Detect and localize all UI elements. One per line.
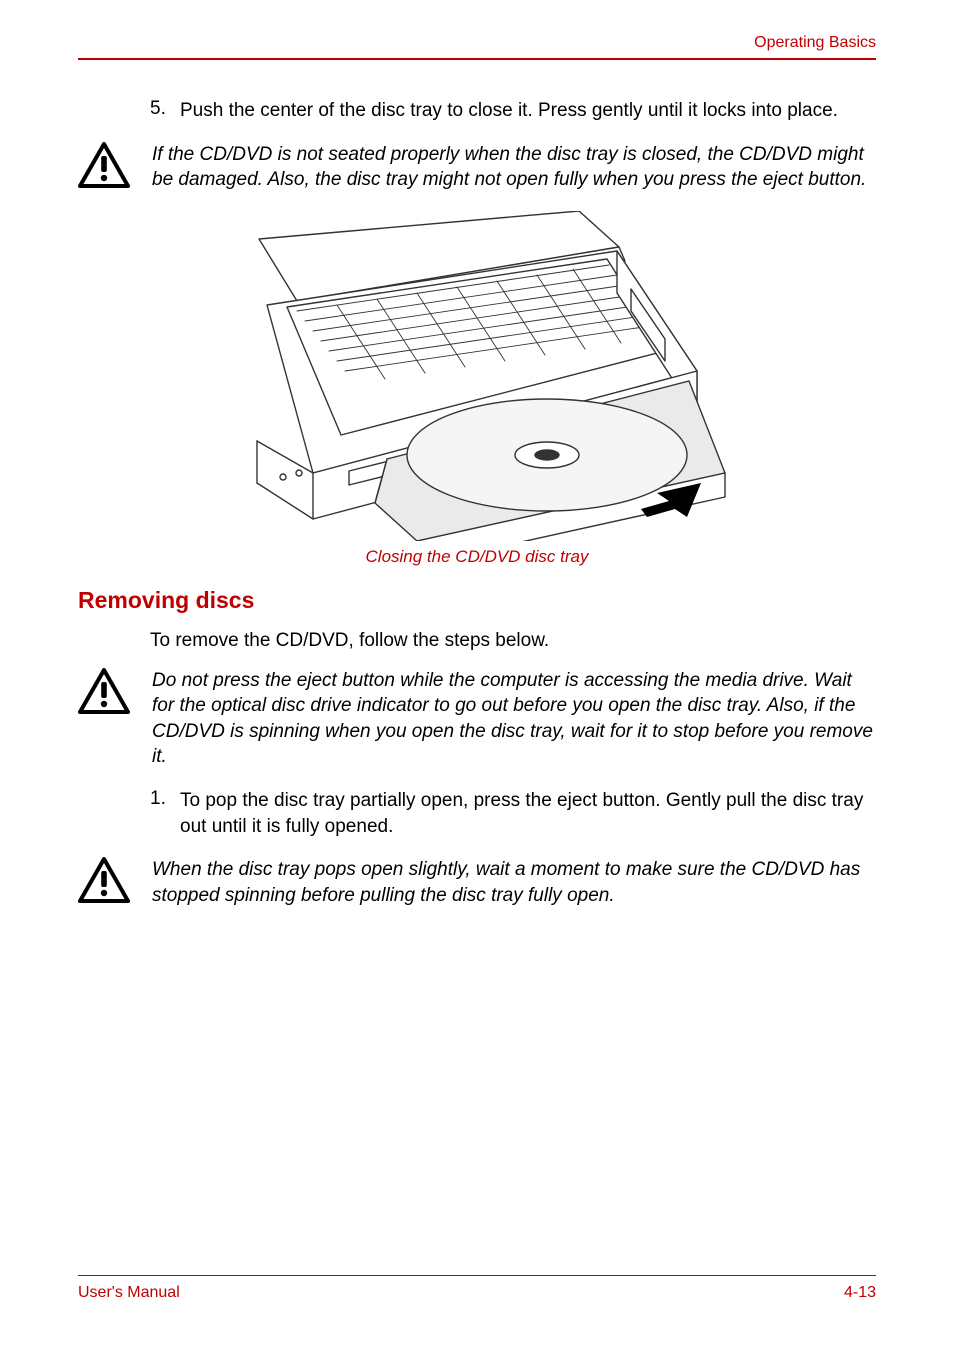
list-item: 1. To pop the disc tray partially open, …	[150, 788, 876, 839]
figure-caption: Closing the CD/DVD disc tray	[366, 547, 589, 567]
intro-text: To remove the CD/DVD, follow the steps b…	[150, 628, 876, 654]
page: Operating Basics 5. Push the center of t…	[0, 0, 954, 1352]
caution-text: Do not press the eject button while the …	[134, 668, 876, 771]
list-number: 5.	[150, 98, 180, 124]
footer-row: User's Manual 4-13	[78, 1284, 876, 1302]
warning-icon	[78, 668, 134, 714]
warning-icon	[78, 142, 134, 188]
list-text: To pop the disc tray partially open, pre…	[180, 788, 876, 839]
caution-block: If the CD/DVD is not seated properly whe…	[78, 142, 876, 193]
step-5: 5. Push the center of the disc tray to c…	[78, 98, 876, 124]
caution-block: Do not press the eject button while the …	[78, 668, 876, 771]
list-text: Push the center of the disc tray to clos…	[180, 98, 838, 124]
warning-icon	[78, 857, 134, 903]
header-section-label: Operating Basics	[78, 34, 876, 52]
laptop-disc-tray-illustration	[227, 211, 727, 541]
footer: User's Manual 4-13	[78, 1275, 876, 1302]
footer-page-number: 4-13	[844, 1284, 876, 1302]
heading-removing-discs: Removing discs	[78, 587, 876, 614]
header-rule	[78, 58, 876, 60]
footer-rule	[78, 1275, 876, 1276]
caution-text: When the disc tray pops open slightly, w…	[134, 857, 876, 908]
step-1: 1. To pop the disc tray partially open, …	[78, 788, 876, 839]
list-item: 5. Push the center of the disc tray to c…	[150, 98, 876, 124]
caution-block: When the disc tray pops open slightly, w…	[78, 857, 876, 908]
footer-left: User's Manual	[78, 1284, 180, 1302]
list-number: 1.	[150, 788, 180, 839]
caution-text: If the CD/DVD is not seated properly whe…	[134, 142, 876, 193]
intro-block: To remove the CD/DVD, follow the steps b…	[78, 628, 876, 654]
figure-block: Closing the CD/DVD disc tray	[78, 211, 876, 567]
